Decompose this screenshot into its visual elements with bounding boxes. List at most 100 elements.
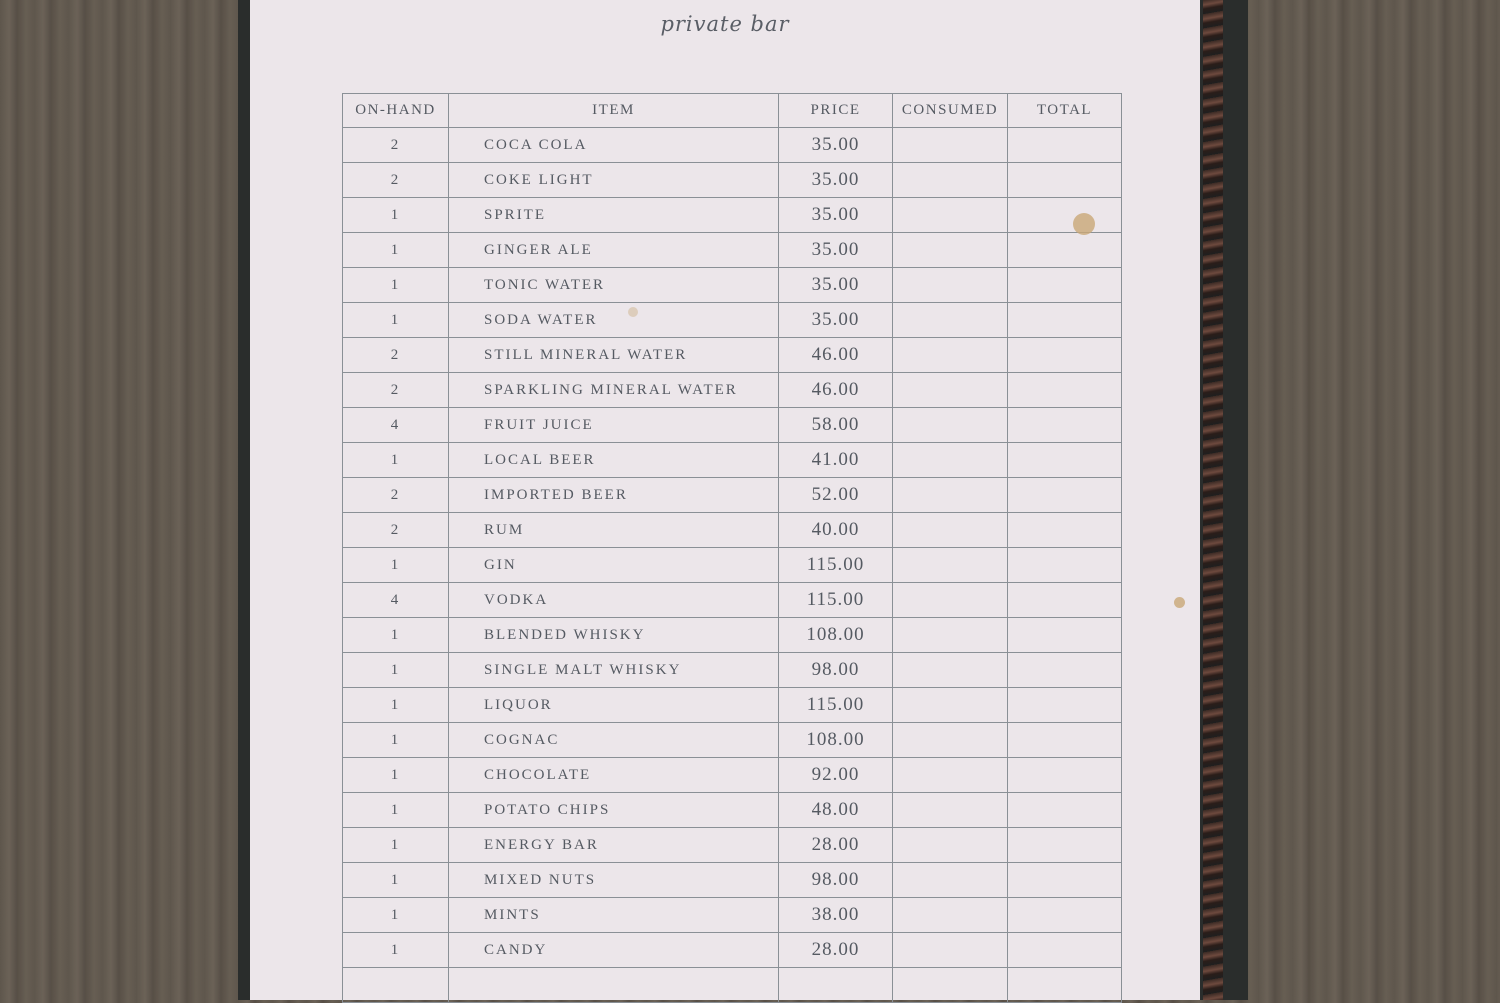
header-price: PRICE (778, 93, 893, 128)
consumed-cell[interactable] (892, 302, 1008, 338)
consumed-cell[interactable] (892, 197, 1008, 233)
total-cell[interactable] (1007, 792, 1122, 828)
on-hand-cell: 2 (342, 477, 449, 513)
stain (628, 307, 638, 317)
total-cell[interactable] (1007, 862, 1122, 898)
consumed-cell[interactable] (892, 547, 1008, 583)
item-cell: SPARKLING MINERAL WATER (448, 372, 779, 408)
item-cell: SINGLE MALT WHISKY (448, 652, 779, 688)
item-cell: MINTS (448, 897, 779, 933)
consumed-cell[interactable] (892, 827, 1008, 863)
consumed-cell[interactable] (892, 267, 1008, 303)
price-cell: 98.00 (778, 862, 893, 898)
header-consumed: CONSUMED (892, 93, 1008, 128)
on-hand-cell: 2 (342, 337, 449, 373)
total-cell[interactable] (1007, 407, 1122, 443)
page-title: private bar (660, 12, 790, 36)
total-cell[interactable] (1007, 302, 1122, 338)
consumed-cell[interactable] (892, 617, 1008, 653)
table-row: 1 SINGLE MALT WHISKY 98.00 (342, 652, 1122, 688)
table-row: 1 CHOCOLATE 92.00 (342, 757, 1122, 793)
consumed-cell[interactable] (892, 127, 1008, 163)
total-cell[interactable] (1007, 267, 1122, 303)
total-cell[interactable] (1007, 547, 1122, 583)
consumed-cell[interactable] (892, 652, 1008, 688)
item-cell: TONIC WATER (448, 267, 779, 303)
consumed-cell[interactable] (892, 932, 1008, 968)
total-cell[interactable] (1007, 127, 1122, 163)
total-cell[interactable] (1007, 722, 1122, 758)
item-cell: GINGER ALE (448, 232, 779, 268)
price-cell: 98.00 (778, 652, 893, 688)
price-cell: 40.00 (778, 512, 893, 548)
table-row: 4 FRUIT JUICE 58.00 (342, 407, 1122, 443)
consumed-cell[interactable] (892, 792, 1008, 828)
item-cell: SPRITE (448, 197, 779, 233)
total-cell[interactable] (1007, 232, 1122, 268)
consumed-cell[interactable] (892, 372, 1008, 408)
on-hand-cell: 4 (342, 407, 449, 443)
consumed-cell[interactable] (892, 407, 1008, 443)
total-cell[interactable] (1007, 162, 1122, 198)
item-cell: COKE LIGHT (448, 162, 779, 198)
consumed-cell[interactable] (892, 162, 1008, 198)
item-cell: COGNAC (448, 722, 779, 758)
total-cell[interactable] (1007, 197, 1122, 233)
consumed-cell[interactable] (892, 757, 1008, 793)
total-cell[interactable] (1007, 932, 1122, 968)
total-cell[interactable] (1007, 442, 1122, 478)
total-cell[interactable] (1007, 512, 1122, 548)
consumed-cell[interactable] (892, 897, 1008, 933)
price-cell: 115.00 (778, 582, 893, 618)
total-cell[interactable] (1007, 477, 1122, 513)
on-hand-cell: 1 (342, 442, 449, 478)
consumed-cell[interactable] (892, 232, 1008, 268)
price-cell: 92.00 (778, 757, 893, 793)
price-cell: 35.00 (778, 267, 893, 303)
consumed-cell[interactable] (892, 512, 1008, 548)
consumed-cell[interactable] (892, 862, 1008, 898)
consumed-cell[interactable] (892, 722, 1008, 758)
consumed-cell[interactable] (892, 582, 1008, 618)
table-row: 4 VODKA 115.00 (342, 582, 1122, 618)
consumed-cell[interactable] (892, 477, 1008, 513)
table-row: 1 LIQUOR 115.00 (342, 687, 1122, 723)
price-cell: 35.00 (778, 127, 893, 163)
total-cell[interactable] (1007, 617, 1122, 653)
header-item: ITEM (448, 93, 779, 128)
price-cell: 115.00 (778, 687, 893, 723)
consumed-cell[interactable] (892, 337, 1008, 373)
total-cell[interactable] (1007, 582, 1122, 618)
total-cell[interactable] (1007, 757, 1122, 793)
price-cell: 108.00 (778, 722, 893, 758)
item-cell: IMPORTED BEER (448, 477, 779, 513)
total-cell[interactable] (1007, 337, 1122, 373)
price-cell: 52.00 (778, 477, 893, 513)
total-cell[interactable] (1007, 827, 1122, 863)
item-cell: GIN (448, 547, 779, 583)
consumed-cell[interactable] (892, 442, 1008, 478)
table-row: 2 IMPORTED BEER 52.00 (342, 477, 1122, 513)
on-hand-cell: 1 (342, 232, 449, 268)
price-cell: 41.00 (778, 442, 893, 478)
price-cell: 46.00 (778, 337, 893, 373)
item-cell: STILL MINERAL WATER (448, 337, 779, 373)
item-cell: COCA COLA (448, 127, 779, 163)
total-cell[interactable] (1007, 687, 1122, 723)
total-cell[interactable] (1007, 897, 1122, 933)
total-cell[interactable] (1007, 372, 1122, 408)
table-row: 1 TONIC WATER 35.00 (342, 267, 1122, 303)
empty-cell (778, 967, 893, 1003)
total-cell[interactable] (1007, 652, 1122, 688)
on-hand-cell: 1 (342, 792, 449, 828)
consumed-cell[interactable] (892, 687, 1008, 723)
on-hand-cell: 1 (342, 757, 449, 793)
table-row: 1 ENERGY BAR 28.00 (342, 827, 1122, 863)
on-hand-cell: 1 (342, 722, 449, 758)
stain (1073, 213, 1095, 235)
price-cell: 35.00 (778, 197, 893, 233)
empty-row (342, 967, 1122, 1003)
on-hand-cell: 1 (342, 617, 449, 653)
on-hand-cell: 4 (342, 582, 449, 618)
empty-cell (1007, 967, 1122, 1003)
